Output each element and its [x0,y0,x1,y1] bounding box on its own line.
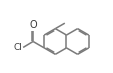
Text: O: O [29,20,37,30]
Text: Cl: Cl [13,43,22,52]
